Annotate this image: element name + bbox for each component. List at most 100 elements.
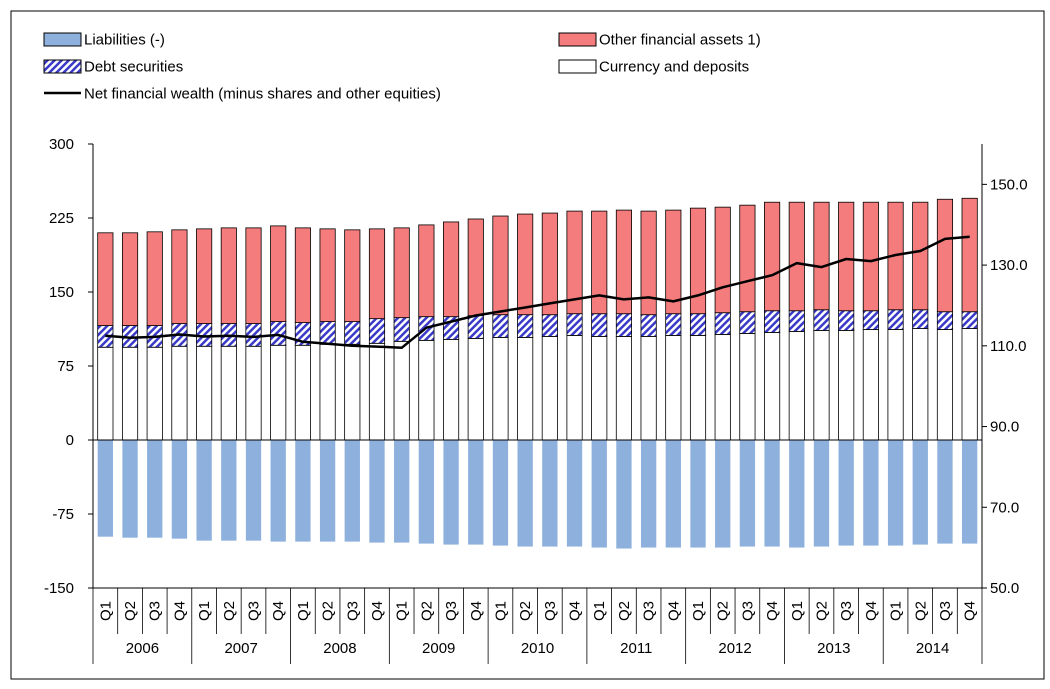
bar-other (764, 201, 781, 312)
bar-currency (97, 346, 114, 441)
y-left-tick-label: -150 (44, 580, 74, 597)
x-quarter-label: Q3 (641, 601, 658, 621)
legend: Liabilities (-) Other financial assets 1… (43, 32, 761, 103)
bar-currency (788, 331, 805, 441)
legend-label-liabilities: Liabilities (-) (84, 32, 165, 49)
x-quarter-label: Q2 (616, 601, 633, 621)
x-quarter-label: Q1 (97, 601, 114, 621)
x-quarter-label: Q3 (838, 601, 855, 621)
bar-other (838, 201, 855, 312)
bar-currency (146, 346, 163, 441)
bar-debt (368, 318, 386, 344)
bar-liabilities (221, 440, 237, 541)
bar-other (319, 228, 336, 322)
legend-label-other: Other financial assets 1) (599, 32, 761, 49)
x-quarter-label: Q3 (147, 601, 164, 621)
bar-other (615, 209, 632, 315)
bar-other (788, 201, 805, 312)
x-quarter-label: Q4 (468, 601, 485, 621)
x-quarter-label: Q3 (739, 601, 756, 621)
axes-layer: -150 -75 0 75 150 225 300 50.0 70.0 90.0 110.0 130.… (44, 136, 1028, 664)
x-quarter-label: Q3 (246, 601, 263, 621)
bar-other (936, 198, 954, 313)
bar-debt (541, 314, 558, 337)
y-left-tick-label: -75 (52, 506, 74, 523)
x-quarter-label: Q2 (122, 601, 139, 621)
bar-other (640, 210, 657, 316)
bar-debt (838, 310, 855, 331)
bar-currency (714, 334, 731, 441)
bar-currency (689, 335, 707, 441)
bar-debt (862, 310, 879, 330)
x-quarter-label: Q4 (665, 601, 682, 621)
bar-liabilities (937, 440, 953, 544)
bar-debt (788, 310, 805, 332)
bar-other (541, 212, 558, 316)
bar-currency (838, 330, 855, 441)
x-quarter-label: Q2 (912, 601, 929, 621)
x-year-label: 2010 (521, 640, 554, 657)
bar-liabilities (492, 440, 509, 546)
x-quarter-label: Q4 (567, 601, 584, 621)
bar-liabilities (640, 440, 657, 548)
y-left-tick-label: 75 (57, 358, 74, 375)
bar-debt (640, 314, 657, 337)
x-year-label: 2013 (817, 640, 850, 657)
bar-other (566, 210, 583, 315)
bar-other (245, 227, 262, 324)
bar-liabilities (295, 440, 311, 542)
bar-currency (443, 338, 460, 441)
x-quarter-label: Q2 (715, 601, 732, 621)
bar-liabilities (394, 440, 410, 543)
bar-currency (591, 335, 608, 441)
bar-other (912, 201, 929, 311)
bar-debt (566, 313, 583, 336)
bar-currency (220, 345, 237, 441)
bar-liabilities (97, 440, 114, 537)
y-left-tick-label: 150 (49, 284, 74, 301)
bar-liabilities (443, 440, 459, 545)
bar-currency (813, 330, 830, 441)
x-quarter-label: Q4 (764, 601, 781, 621)
x-year-label: 2012 (718, 640, 751, 657)
bar-liabilities (369, 440, 385, 543)
bar-currency (887, 329, 904, 441)
bar-currency (294, 344, 311, 441)
x-quarter-label: Q1 (196, 601, 213, 621)
bar-other (418, 224, 435, 318)
x-quarter-label: Q2 (221, 601, 238, 621)
bar-currency (344, 343, 361, 441)
bar-other (739, 204, 756, 313)
x-quarter-label: Q2 (517, 601, 534, 621)
bar-currency (393, 340, 410, 441)
bars-layer (97, 197, 978, 549)
bar-debt (961, 311, 978, 329)
bar-debt (936, 311, 954, 330)
x-year-label: 2014 (916, 640, 949, 657)
legend-swatch-other (558, 32, 597, 47)
bar-liabilities (196, 440, 212, 541)
bar-debt (319, 321, 336, 345)
bar-liabilities (319, 440, 336, 542)
bar-liabilities (147, 440, 163, 538)
bar-other (368, 228, 386, 320)
bar-currency (936, 329, 954, 441)
bar-debt (467, 315, 484, 339)
bar-other (220, 227, 237, 324)
bar-other (714, 206, 731, 314)
bar-other (517, 213, 534, 316)
x-quarter-label: Q4 (962, 601, 979, 621)
legend-label-net: Net financial wealth (minus shares and o… (84, 86, 441, 103)
bar-liabilities (542, 440, 558, 547)
bar-currency (245, 345, 262, 441)
bar-other (689, 207, 707, 315)
x-quarter-label: Q4 (863, 601, 880, 621)
y-right-tick-label: 90.0 (990, 419, 1019, 436)
bar-debt (591, 313, 608, 337)
bar-currency (418, 339, 435, 441)
bar-debt (517, 314, 534, 338)
bar-liabilities (171, 440, 188, 539)
bar-liabilities (961, 440, 978, 544)
x-quarter-label: Q3 (344, 601, 361, 621)
